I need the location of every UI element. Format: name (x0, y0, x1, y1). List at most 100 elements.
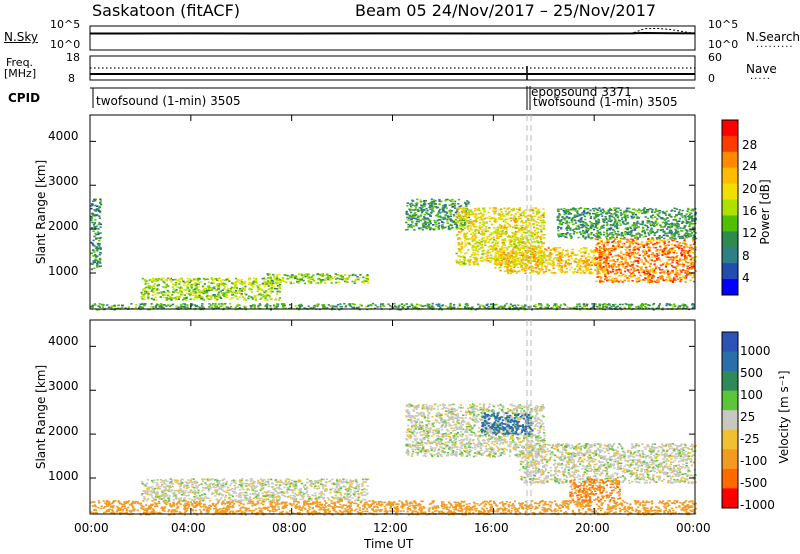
heatmap-cell-5 (522, 210, 525, 213)
heatmap-cell-2 (150, 290, 153, 292)
heatmap-cell-7 (615, 245, 618, 248)
heatmap-cell-2 (152, 280, 155, 282)
heatmap-cell-1 (141, 303, 144, 305)
heatmap-cell-4 (414, 202, 417, 205)
heatmap-cell-0 (93, 251, 96, 253)
heatmap-cell-7 (657, 281, 660, 283)
heatmap-cell-1 (348, 303, 352, 305)
heatmap-cell-7 (624, 261, 627, 264)
heatmap-cell-2 (271, 283, 274, 285)
heatmap-cell-1 (380, 304, 383, 306)
heatmap-cell-6 (524, 251, 527, 254)
heatmap-cell-4 (432, 200, 435, 203)
heatmap-cell-6 (558, 246, 562, 249)
heatmap-cell-1 (406, 306, 409, 308)
heatmap-cell-7 (647, 255, 650, 257)
heatmap-cell-2 (231, 282, 234, 285)
heatmap-cell-6 (493, 256, 496, 258)
heatmap-cell-5 (473, 251, 476, 254)
heatmap-cell-4 (408, 208, 411, 211)
heatmap-cell-2 (204, 287, 208, 290)
heatmap-cell-4 (416, 209, 420, 211)
heatmap-cell-1 (234, 306, 237, 309)
heatmap-cell-1 (458, 303, 461, 305)
heatmap-cell-2 (183, 289, 186, 291)
heatmap-cell-4 (414, 209, 417, 211)
heatmap-cell-8 (601, 211, 604, 214)
heatmap-cell-5 (484, 228, 487, 230)
heatmap-cell-7 (643, 244, 646, 246)
heatmap-cell-2 (269, 292, 272, 294)
heatmap-cell-1 (569, 307, 572, 309)
heatmap-cell-8 (634, 225, 637, 227)
heatmap-cell-5 (509, 225, 512, 228)
heatmap-cell-5 (537, 235, 540, 238)
heatmap-cell-4 (421, 206, 424, 208)
heatmap-cell-7 (650, 242, 653, 244)
heatmap-cell-6 (520, 259, 523, 261)
heatmap-cell-1 (186, 304, 189, 306)
heatmap-cell-4 (439, 216, 443, 219)
heatmap-cell-5 (542, 221, 545, 224)
heatmap-cell-7 (619, 246, 622, 248)
heatmap-cell-4 (446, 220, 449, 223)
heatmap-cell-8 (635, 224, 638, 227)
heatmap-cell-7 (661, 268, 664, 271)
heatmap-cell-5 (493, 208, 496, 210)
heatmap-cell-5 (508, 223, 511, 226)
heatmap-cell-5 (540, 219, 543, 222)
heatmap-cell-8 (595, 224, 598, 226)
heatmap-cell-6 (591, 260, 594, 262)
heatmap-cell-6 (598, 260, 601, 263)
heatmap-cell-4 (428, 206, 431, 209)
heatmap-cell-1 (329, 305, 332, 307)
heatmap-cell-3 (319, 282, 322, 285)
heatmap-cell-5 (481, 214, 484, 217)
heatmap-cell-6 (528, 258, 531, 260)
heatmap-cell-4 (454, 218, 458, 221)
heatmap-cell-1 (544, 306, 547, 309)
heatmap-cell-7 (635, 260, 638, 262)
heatmap-cell-7 (610, 279, 613, 281)
heatmap-cell-6 (533, 257, 536, 260)
heatmap-cell-6 (568, 264, 571, 266)
heatmap-cell-8 (612, 229, 615, 232)
heatmap-cell-7 (663, 242, 666, 245)
heatmap-cell-8 (595, 208, 598, 211)
heatmap-cell-7 (630, 252, 633, 254)
heatmap-cell-4 (425, 218, 428, 221)
heatmap-cell-5 (491, 245, 495, 248)
heatmap-cell-7 (658, 239, 661, 242)
heatmap-cell-2 (178, 281, 181, 283)
heatmap-cell-7 (653, 242, 656, 245)
heatmap-cell-2 (150, 285, 153, 287)
heatmap-cell-7 (607, 279, 610, 281)
heatmap-cell-1 (619, 306, 622, 309)
heatmap-cell-5 (469, 224, 472, 227)
heatmap-cell-5 (518, 208, 521, 211)
heatmap-cell-2 (236, 298, 239, 300)
heatmap-cell-7 (647, 238, 650, 240)
heatmap-cell-2 (210, 298, 213, 301)
heatmap-cell-2 (162, 280, 165, 283)
heatmap-cell-6 (588, 265, 591, 267)
heatmap-cell-1 (602, 305, 605, 308)
heatmap-cell-3 (323, 274, 326, 277)
heatmap-cell-8 (656, 218, 659, 220)
heatmap-cell-3 (286, 274, 289, 277)
heatmap-cell-8 (679, 213, 682, 216)
heatmap-cell-4 (406, 228, 410, 231)
heatmap-cell-0 (98, 253, 101, 256)
heatmap-cell-2 (227, 277, 230, 280)
heatmap-cell-1 (411, 306, 415, 309)
heatmap-cell-2 (232, 287, 235, 289)
heatmap-cell-5 (460, 216, 463, 219)
heatmap-cell-8 (629, 227, 633, 229)
heatmap-cell-2 (263, 291, 266, 294)
heatmap-cell-1 (307, 305, 310, 308)
heatmap-cell-8 (621, 213, 624, 215)
heatmap-cell-1 (444, 305, 447, 307)
heatmap-cell-7 (653, 280, 656, 283)
heatmap-cell-2 (165, 292, 168, 294)
heatmap-cell-2 (262, 295, 265, 298)
